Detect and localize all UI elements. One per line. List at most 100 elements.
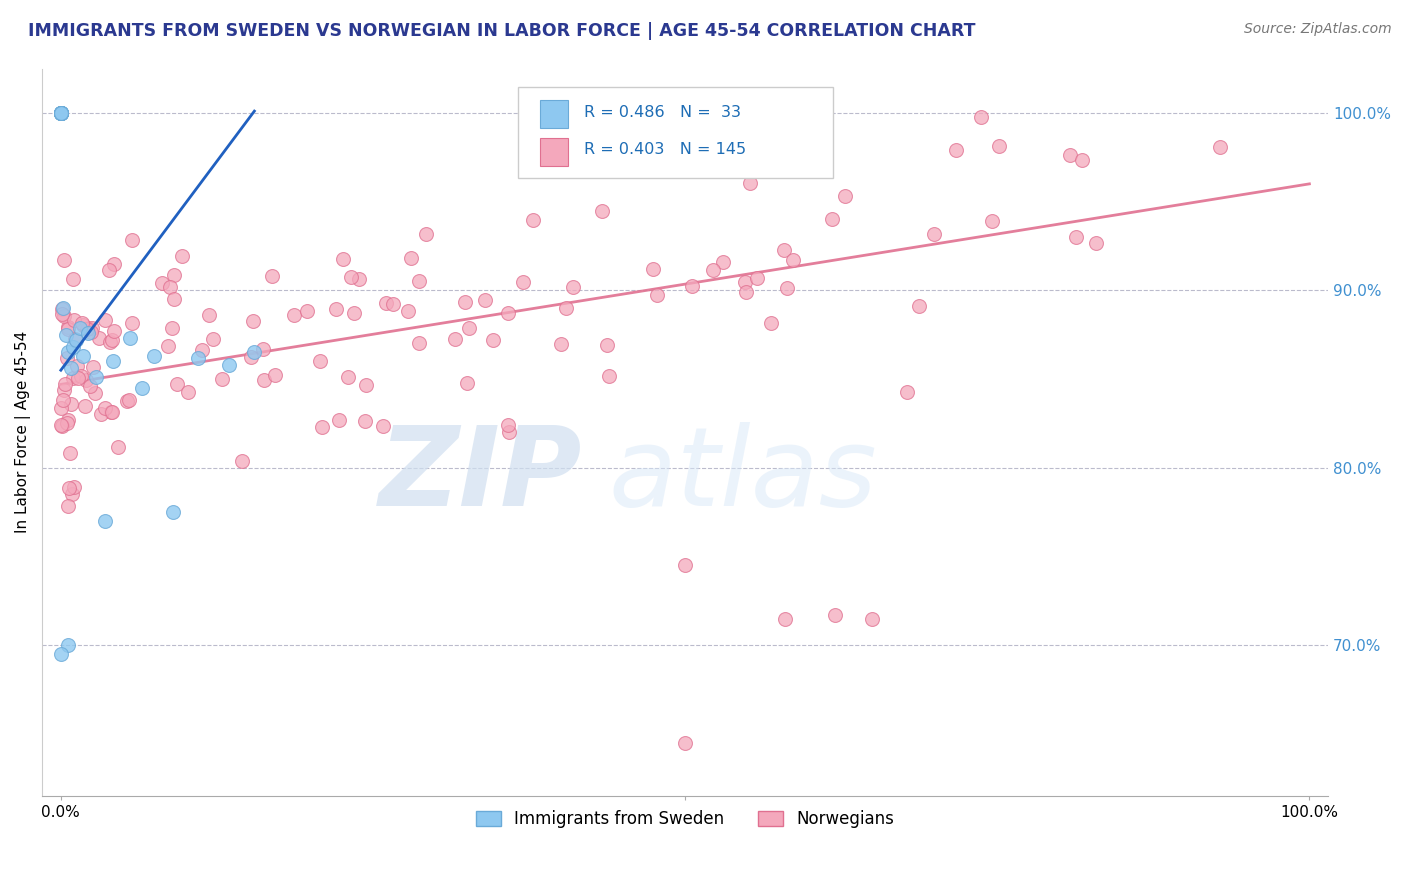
Point (80, 321, 103, 335)
Point (101, 405, 124, 419)
Point (371, 419, 394, 434)
Point (51, 418, 73, 433)
Point (49, 106, 72, 120)
Point (160, 320, 183, 334)
Point (53, 309, 76, 323)
Point (49, 106, 72, 120)
Point (325, 301, 347, 316)
Point (253, 373, 276, 387)
Point (496, 306, 519, 320)
Point (93, 514, 115, 528)
Point (415, 227, 437, 241)
Point (98, 335, 121, 350)
Point (187, 351, 209, 365)
Point (734, 275, 756, 289)
Point (408, 336, 430, 351)
Point (454, 294, 477, 309)
Point (231, 454, 253, 468)
Point (681, 279, 703, 293)
Point (53, 383, 76, 397)
Point (308, 354, 330, 368)
Point (283, 308, 305, 322)
Point (72, 349, 94, 363)
Point (337, 370, 360, 384)
Point (242, 314, 264, 328)
Point (260, 268, 283, 283)
Point (107, 440, 129, 454)
Point (121, 233, 143, 247)
Point (56, 351, 79, 365)
Point (340, 270, 363, 285)
Point (60, 487, 83, 501)
Point (981, 213, 1004, 227)
Point (62, 340, 84, 354)
Text: R = 0.403   N = 145: R = 0.403 N = 145 (583, 142, 745, 157)
Point (63, 332, 86, 346)
Point (1209, 140, 1232, 154)
Point (745, 270, 768, 285)
Point (59, 396, 82, 410)
Point (51, 302, 73, 317)
Point (100, 333, 122, 347)
Point (595, 338, 617, 352)
Point (62, 313, 84, 327)
Point (118, 331, 141, 345)
Point (118, 392, 141, 407)
Point (58, 320, 80, 334)
Point (103, 257, 125, 271)
Point (761, 316, 783, 330)
Point (49, 106, 72, 120)
Point (90, 407, 112, 421)
Point (349, 272, 371, 286)
Point (70, 368, 93, 383)
Point (243, 345, 266, 359)
Point (163, 268, 186, 283)
Point (66, 370, 89, 384)
Point (673, 736, 696, 750)
Point (177, 384, 200, 399)
Point (49, 106, 72, 120)
FancyBboxPatch shape (517, 87, 832, 178)
Point (49, 106, 72, 120)
Point (58, 481, 80, 495)
Point (51, 307, 73, 321)
Point (474, 293, 496, 307)
Point (498, 425, 520, 439)
Point (49, 106, 72, 120)
Point (311, 420, 333, 434)
Point (821, 212, 844, 227)
Point (328, 413, 350, 427)
Point (773, 612, 796, 626)
Point (49, 106, 72, 120)
Point (49, 401, 72, 416)
Y-axis label: In Labor Force | Age 45-54: In Labor Force | Age 45-54 (15, 331, 31, 533)
Point (198, 309, 221, 323)
Point (52, 392, 75, 407)
Point (77, 326, 100, 340)
Point (56, 499, 79, 513)
FancyBboxPatch shape (540, 101, 568, 128)
Point (75, 373, 97, 387)
Point (970, 110, 993, 124)
Point (988, 139, 1011, 153)
Point (62, 480, 84, 494)
Point (55, 327, 77, 342)
Point (69, 320, 91, 334)
Point (1059, 148, 1081, 162)
Point (55, 416, 77, 430)
Point (162, 505, 184, 519)
Point (56, 413, 79, 427)
Point (84, 370, 107, 384)
Point (159, 280, 181, 294)
Point (396, 304, 419, 318)
Point (252, 342, 274, 356)
Text: atlas: atlas (607, 423, 876, 530)
Text: Source: ZipAtlas.com: Source: ZipAtlas.com (1244, 22, 1392, 37)
Point (49, 106, 72, 120)
Point (332, 252, 354, 267)
Point (550, 337, 572, 351)
Point (374, 296, 396, 310)
Point (66, 359, 89, 374)
Point (94, 313, 117, 327)
Point (945, 143, 967, 157)
